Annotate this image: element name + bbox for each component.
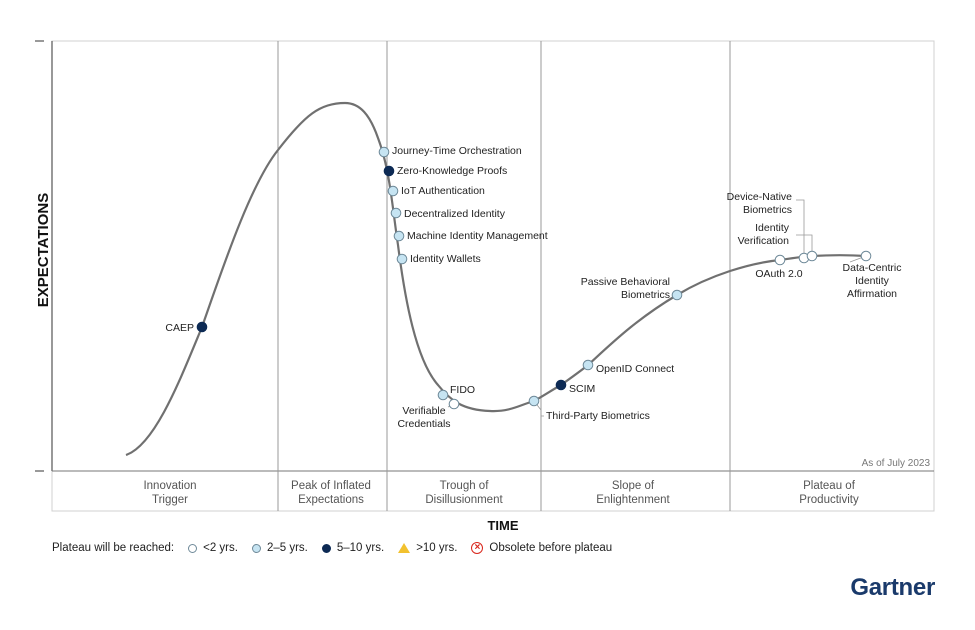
phase-label: Plateau of xyxy=(803,480,856,492)
phase-label: Productivity xyxy=(799,494,859,506)
legend-item: × Obsolete before plateau xyxy=(471,542,612,554)
legend-item: <2 yrs. xyxy=(188,542,238,554)
technology-label: IoT Authentication xyxy=(401,185,485,197)
technology-label: Affirmation xyxy=(847,288,897,300)
gartner-logo: Gartner xyxy=(850,574,935,601)
technology-layer: CAEP Journey-Time Orchestration Zero-Knowl… xyxy=(165,145,901,430)
technology-label: Biometrics xyxy=(743,204,792,216)
phase-label: Trough of xyxy=(440,480,490,492)
technology-label: OAuth 2.0 xyxy=(755,268,802,280)
leader-line xyxy=(796,199,805,258)
phase-label: Expectations xyxy=(298,494,364,506)
phase-label: Disillusionment xyxy=(425,494,503,506)
technology-label: Identity xyxy=(755,222,790,234)
technology-label: Biometrics xyxy=(621,289,670,301)
legend-label: 2–5 yrs. xyxy=(266,542,308,554)
technology-marker[interactable] xyxy=(774,254,786,266)
y-axis-title: EXPECTATIONS xyxy=(35,193,52,307)
legend-title: Plateau will be reached: xyxy=(52,542,175,554)
technology-marker[interactable] xyxy=(196,321,208,333)
technology-marker[interactable] xyxy=(387,185,399,197)
phase-label: Enlightenment xyxy=(596,494,670,506)
technology-marker[interactable] xyxy=(383,165,395,177)
technology-label: Journey-Time Orchestration xyxy=(392,145,522,157)
technology-label: SCIM xyxy=(569,383,595,395)
leader-line xyxy=(796,234,813,256)
technology-marker[interactable] xyxy=(582,359,594,371)
technology-marker[interactable] xyxy=(437,389,449,401)
technology-label: CAEP xyxy=(165,322,194,334)
legend-label: >10 yrs. xyxy=(416,542,458,554)
technology-label: Machine Identity Management xyxy=(407,230,548,242)
circle-icon xyxy=(188,543,198,553)
circle-icon xyxy=(321,543,331,553)
legend-label: <2 yrs. xyxy=(203,542,238,554)
phase-label: Trigger xyxy=(152,494,188,506)
phase-labels: Innovation Trigger Peak of Inflated Expecta… xyxy=(143,480,859,506)
technology-label: Passive Behavioral xyxy=(581,276,670,288)
legend-label: 5–10 yrs. xyxy=(336,542,385,554)
technology-label: Device-Native xyxy=(727,191,793,203)
technology-marker[interactable] xyxy=(528,395,540,407)
legend-items: <2 yrs. 2–5 yrs. 5–10 yrs. >10 yrs. × Obsolet… xyxy=(174,542,612,554)
triangle-icon xyxy=(398,543,411,553)
legend-item: >10 yrs. xyxy=(398,542,457,554)
technology-marker[interactable] xyxy=(396,253,408,265)
technology-label: Zero-Knowledge Proofs xyxy=(397,165,507,177)
obsolete-icon: × xyxy=(471,542,484,554)
technology-label: FIDO xyxy=(450,384,475,396)
technology-label: Credentials xyxy=(397,418,450,430)
phase-label: Slope of xyxy=(612,480,655,492)
leader-line xyxy=(533,400,544,417)
circle-icon xyxy=(251,543,261,553)
legend-label: Obsolete before plateau xyxy=(489,542,613,554)
technology-marker[interactable] xyxy=(378,146,390,158)
technology-label: Verification xyxy=(738,235,790,247)
legend-item: 2–5 yrs. xyxy=(251,542,308,554)
legend: Plateau will be reached: <2 yrs. 2–5 yrs.… xyxy=(52,542,612,554)
technology-label: Third-Party Biometrics xyxy=(546,410,650,422)
technology-marker[interactable] xyxy=(555,379,567,391)
leader-lines xyxy=(447,199,867,417)
phase-label: Peak of Inflated xyxy=(291,480,371,492)
technology-label: Verifiable xyxy=(402,405,445,417)
technology-marker[interactable] xyxy=(806,250,818,262)
technology-label: Data-Centric xyxy=(843,262,902,274)
technology-label: OpenID Connect xyxy=(596,363,674,375)
technology-marker[interactable] xyxy=(671,289,683,301)
technology-marker[interactable] xyxy=(393,230,405,242)
as-of-label: As of July 2023 xyxy=(862,458,931,469)
phase-label: Innovation xyxy=(143,480,196,492)
technology-marker[interactable] xyxy=(860,250,872,262)
technology-marker[interactable] xyxy=(390,207,402,219)
technology-label: Decentralized Identity xyxy=(404,208,506,220)
technology-label: Identity xyxy=(855,275,890,287)
technology-marker[interactable] xyxy=(448,398,460,410)
legend-item: 5–10 yrs. xyxy=(321,542,385,554)
technology-label: Identity Wallets xyxy=(410,253,481,265)
x-axis-title: TIME xyxy=(487,518,518,533)
